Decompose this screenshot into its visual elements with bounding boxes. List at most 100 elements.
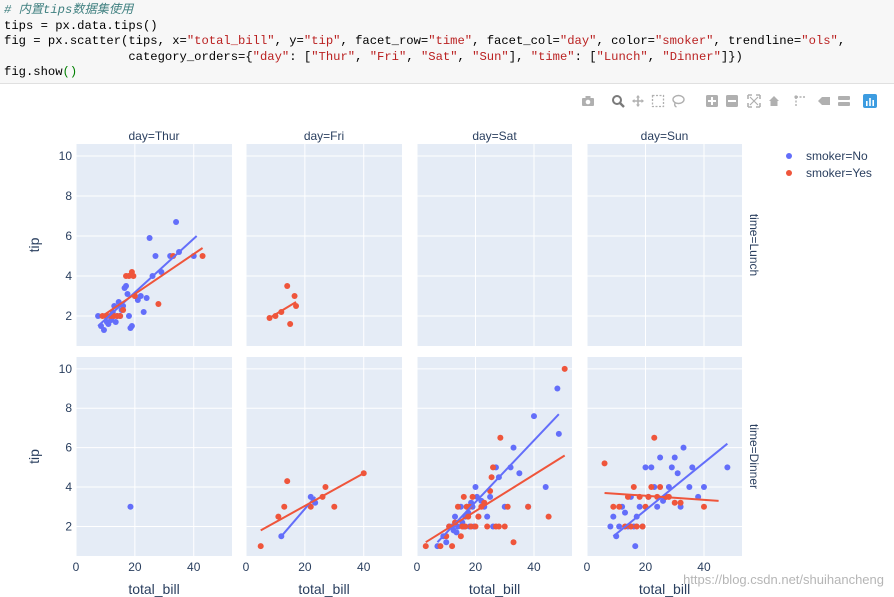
scatter-point-smoker-yes [469,493,476,500]
scatter-point-smoker-no [642,464,649,471]
box-select-icon[interactable] [650,93,666,109]
scatter-point-smoker-no [674,470,681,477]
zoom-out-icon[interactable] [724,93,740,109]
hover-closest-icon[interactable] [816,93,832,109]
legend-label: smoker=Yes [806,166,872,180]
x-tick-label: 0 [73,560,80,574]
scatter-point-smoker-no [657,454,664,461]
facet-row-label: time=Lunch [747,214,761,276]
scatter-point-smoker-no [654,503,661,510]
code-text: , [457,49,473,64]
scatter-point-smoker-yes [275,513,282,520]
scatter-point-smoker-yes [627,523,634,530]
code-text: , facet_row= [340,34,429,48]
panel-background [246,144,402,346]
scatter-point-smoker-yes [610,503,617,510]
code-string: "Lunch" [596,49,648,64]
scatter-point-smoker-no [137,293,144,299]
code-string: "tip" [303,34,341,48]
facet-row-label: time=Dinner [747,424,761,489]
code-string: "Dinner" [662,49,721,64]
scatter-point-smoker-no [95,313,102,319]
scatter-point-smoker-no [665,484,672,491]
scatter-point-smoker-yes [284,283,291,289]
modebar [580,93,890,111]
scatter-point-smoker-no [616,523,623,530]
facet-col-label: day=Thur [128,129,179,143]
facet-panel [416,357,572,556]
scatter-point-smoker-no [152,253,159,259]
scatter-point-smoker-yes [462,523,469,530]
scatter-point-smoker-yes [468,523,475,530]
zoom-in-icon[interactable] [704,93,720,109]
scatter-point-smoker-yes [700,503,707,510]
scatter-point-smoker-no [487,493,494,500]
scatter-point-smoker-yes [561,365,568,372]
plotly-logo-icon[interactable] [862,93,878,109]
x-tick-label: 20 [469,560,483,574]
code-text: , y= [274,34,304,48]
lasso-select-icon[interactable] [670,93,686,109]
scatter-point-smoker-yes [287,321,294,327]
code-string: "Sun" [472,49,509,64]
zoom-icon[interactable] [610,93,626,109]
scatter-point-smoker-yes [449,543,456,550]
scatter-point-smoker-yes [501,523,508,530]
scatter-point-smoker-yes [475,513,482,520]
code-paren: () [62,65,78,79]
scatter-point-smoker-no [632,543,639,550]
camera-icon[interactable] [580,93,596,109]
scatter-point-smoker-no [516,470,523,477]
autoscale-icon[interactable] [746,93,762,109]
code-line-1: tips = px.data.tips() [4,18,158,33]
scatter-point-smoker-no [680,444,687,451]
scatter-point-smoker-yes [199,253,206,259]
scatter-point-smoker-yes [460,493,467,500]
panel-background [417,144,572,346]
code-string: "day" [559,34,597,48]
scatter-point-smoker-yes [130,273,137,279]
y-tick-label: 6 [65,441,72,455]
code-text: , color= [596,34,655,48]
y-tick-label: 2 [65,519,72,533]
trendline-smoker-yes [260,472,365,532]
scatter-point-smoker-yes [504,503,511,510]
scatter-point-smoker-yes [117,313,124,319]
y-axis-title: tip [26,237,42,252]
reset-axes-icon[interactable] [766,93,782,109]
scatter-point-smoker-yes [293,303,300,309]
scatter-point-smoker-yes [633,523,640,530]
code-string: "day" [252,49,290,64]
spike-lines-icon[interactable] [792,93,808,109]
code-string: "time" [530,49,575,64]
y-tick-label: 2 [65,309,72,323]
x-tick-label: 0 [584,560,591,574]
x-tick-label: 20 [128,560,142,574]
hover-compare-icon[interactable] [836,93,852,109]
code-string: "Sat" [420,49,458,64]
code-string: "ols" [801,34,838,48]
scatter-point-smoker-yes [616,503,623,510]
scatter-point-smoker-yes [497,434,504,441]
scatter-point-smoker-no [443,539,450,546]
facet-panel [416,144,572,346]
x-tick-label: 0 [243,560,250,574]
trendline-smoker-yes [425,454,566,544]
scatter-point-smoker-no [472,484,479,491]
scatter-point-smoker-yes [457,533,464,540]
panel-background [417,357,572,556]
scatter-point-smoker-yes [437,543,444,550]
pan-icon[interactable] [630,93,646,109]
scatter-point-smoker-yes [291,293,298,299]
x-tick-label: 40 [357,560,371,574]
facet-panel [586,357,742,556]
scatter-point-smoker-no [686,484,693,491]
x-tick-label: 40 [187,560,201,574]
trendline-smoker-no [436,413,560,543]
facet-panel [586,144,742,346]
scatter-point-smoker-yes [484,523,491,530]
scatter-point-smoker-no [112,319,119,325]
scatter-point-smoker-no [554,385,561,392]
code-comment: # 内置tips数据集使用 [4,3,134,17]
code-cell[interactable]: # 内置tips数据集使用 tips = px.data.tips() fig … [0,0,894,84]
